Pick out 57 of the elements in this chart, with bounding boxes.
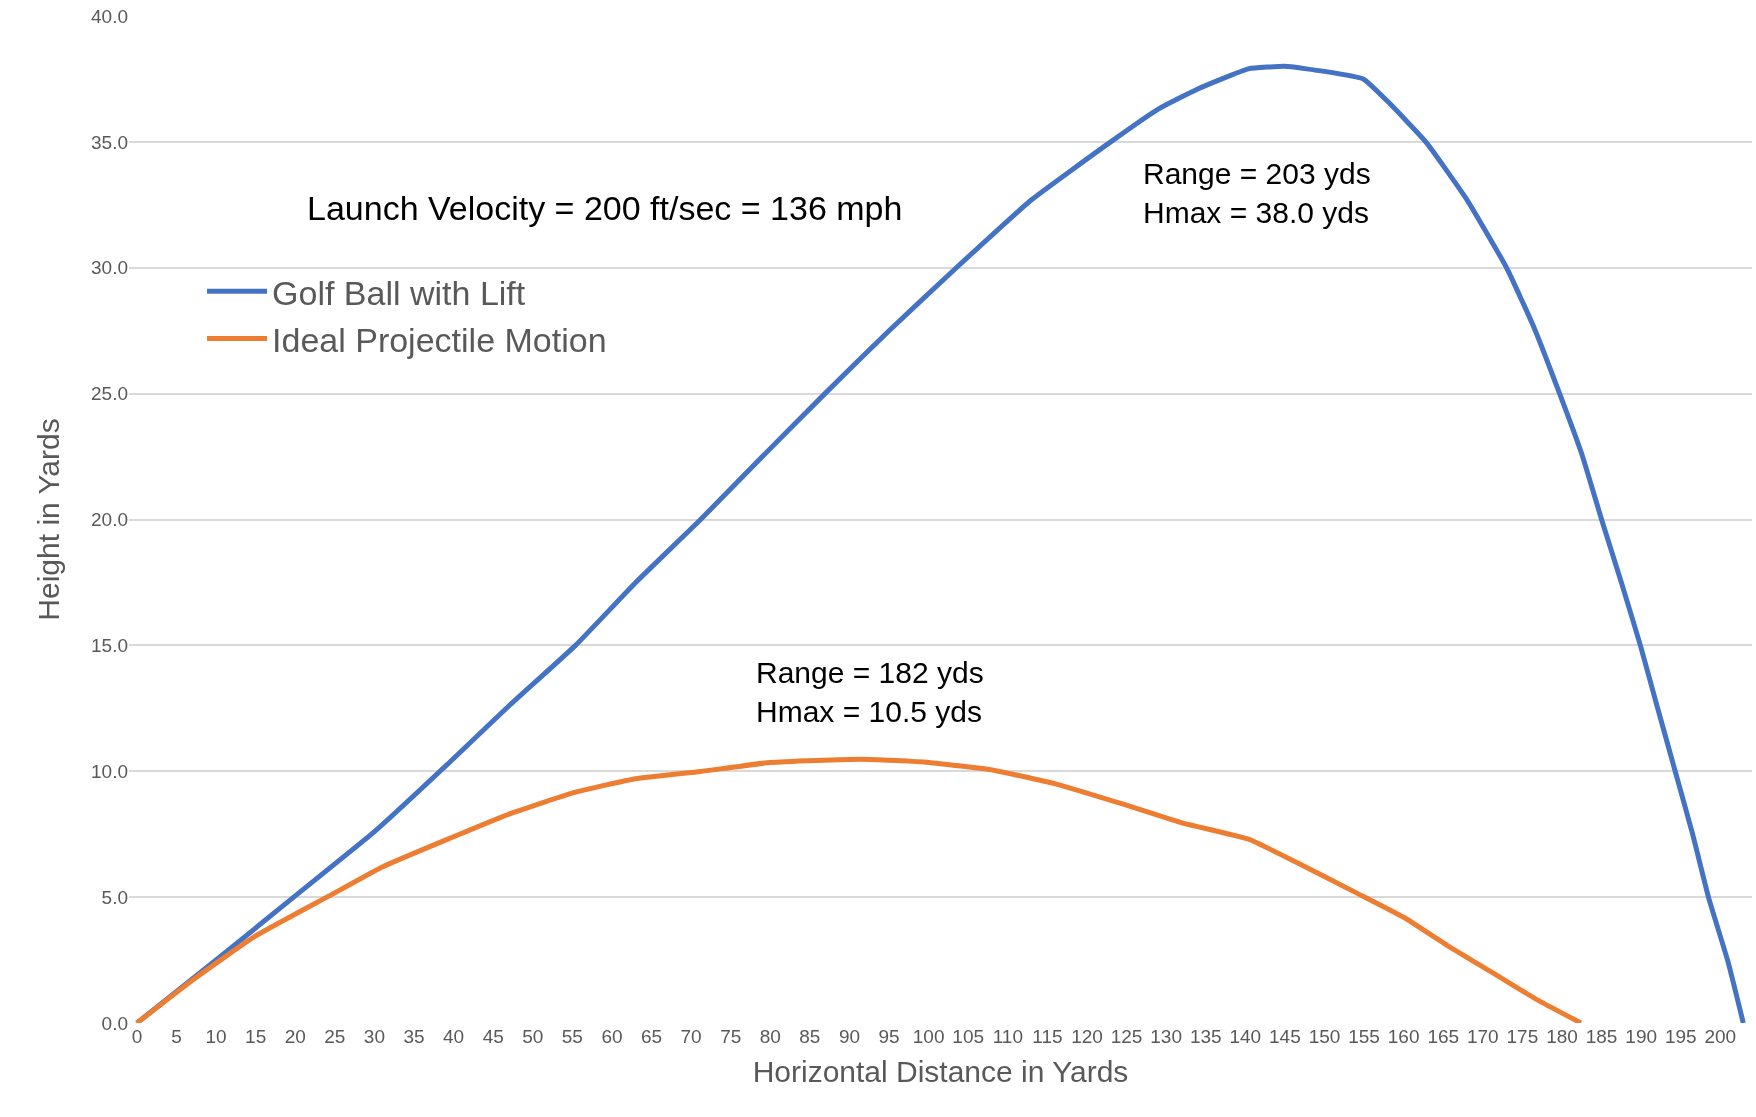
x-tick-label: 135 bbox=[1189, 1026, 1222, 1047]
y-tick-label: 10.0 bbox=[91, 760, 128, 782]
x-tick-label: 185 bbox=[1585, 1026, 1618, 1047]
x-tick-label: 45 bbox=[482, 1026, 504, 1047]
x-tick-label: 155 bbox=[1348, 1026, 1380, 1047]
x-tick-label: 165 bbox=[1427, 1026, 1460, 1047]
x-tick-label: 80 bbox=[759, 1026, 781, 1047]
y-tick-label: 20.0 bbox=[91, 509, 128, 531]
y-tick-label: 35.0 bbox=[91, 131, 128, 153]
x-tick-label: 100 bbox=[912, 1026, 945, 1047]
y-tick-label: 40.0 bbox=[91, 5, 128, 27]
x-tick-label: 50 bbox=[522, 1026, 544, 1047]
x-tick-label: 115 bbox=[1032, 1026, 1063, 1047]
x-tick-label: 110 bbox=[992, 1026, 1023, 1047]
x-tick-label: 170 bbox=[1466, 1026, 1499, 1047]
x-tick-label: 150 bbox=[1308, 1026, 1341, 1047]
x-tick-label: 95 bbox=[878, 1026, 900, 1047]
x-tick-label: 40 bbox=[443, 1026, 465, 1047]
x-tick-label: 200 bbox=[1704, 1026, 1737, 1047]
x-tick-label: 125 bbox=[1110, 1026, 1143, 1047]
x-axis-title: Horizontal Distance in Yards bbox=[752, 1054, 1129, 1088]
annotation: Launch Velocity = 200 ft/sec = 136 mph bbox=[307, 189, 903, 227]
annotation: Range = 203 yds Hmax = 38.0 yds bbox=[1143, 157, 1371, 229]
y-tick-label: 25.0 bbox=[91, 383, 128, 405]
legend-label: Golf Ball with Lift bbox=[272, 273, 526, 312]
legend-label: Ideal Projectile Motion bbox=[272, 320, 607, 359]
x-tick-label: 140 bbox=[1229, 1026, 1262, 1047]
y-tick-label: 15.0 bbox=[91, 635, 128, 657]
y-tick-label: 0.0 bbox=[101, 1012, 128, 1034]
x-tick-label: 35 bbox=[403, 1026, 425, 1047]
x-tick-label: 145 bbox=[1269, 1026, 1301, 1047]
x-tick-label: 175 bbox=[1506, 1026, 1539, 1047]
x-tick-label: 75 bbox=[720, 1026, 742, 1047]
x-tick-label: 90 bbox=[838, 1026, 861, 1047]
x-tick-label: 10 bbox=[205, 1026, 227, 1047]
x-tick-label: 0 bbox=[131, 1026, 143, 1047]
x-tick-label: 130 bbox=[1150, 1026, 1182, 1047]
x-tick-label: 160 bbox=[1387, 1026, 1420, 1047]
annotation: Range = 182 yds Hmax = 10.5 yds bbox=[756, 656, 984, 728]
y-tick-label: 5.0 bbox=[101, 886, 128, 908]
y-axis-title: Height in Yards bbox=[32, 418, 66, 621]
x-tick-label: 60 bbox=[601, 1026, 623, 1047]
x-tick-label: 20 bbox=[284, 1026, 306, 1047]
x-tick-label: 120 bbox=[1071, 1026, 1103, 1047]
x-tick-label: 180 bbox=[1546, 1026, 1578, 1047]
y-tick-label: 30.0 bbox=[91, 257, 128, 279]
x-tick-label: 15 bbox=[245, 1026, 267, 1047]
x-tick-label: 190 bbox=[1625, 1026, 1658, 1047]
x-tick-label: 70 bbox=[680, 1026, 702, 1047]
x-tick-label: 25 bbox=[324, 1026, 346, 1047]
x-tick-label: 55 bbox=[561, 1026, 583, 1047]
x-tick-label: 65 bbox=[640, 1026, 663, 1047]
x-tick-label: 5 bbox=[171, 1026, 182, 1047]
x-tick-label: 105 bbox=[952, 1026, 985, 1047]
x-tick-label: 195 bbox=[1664, 1026, 1697, 1047]
x-tick-label: 85 bbox=[799, 1026, 821, 1047]
x-tick-label: 30 bbox=[363, 1026, 385, 1047]
